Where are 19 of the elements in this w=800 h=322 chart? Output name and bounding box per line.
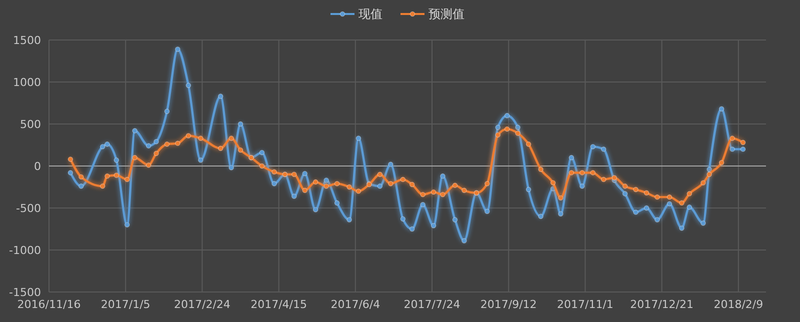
x-tick-label: 2017/4/15	[250, 298, 308, 311]
legend-label: 现值	[358, 7, 382, 21]
y-tick-label: 0	[34, 160, 41, 173]
y-tick-label: 1000	[13, 76, 41, 89]
y-tick-label: -1500	[9, 286, 41, 299]
x-tick-label: 2016/11/16	[17, 298, 81, 311]
x-tick-label: 2017/2/24	[174, 298, 230, 311]
y-tick-label: -500	[16, 202, 41, 215]
x-tick-label: 2017/11/1	[557, 298, 614, 311]
x-tick-label: 2017/9/12	[480, 298, 537, 311]
x-tick-label: 2017/12/21	[630, 298, 694, 311]
legend-label: 预测值	[428, 7, 464, 21]
y-tick-label: 500	[20, 118, 41, 131]
x-tick-label: 2018/2/9	[714, 298, 764, 311]
y-tick-label: -1000	[9, 244, 41, 257]
x-tick-label: 2017/6/4	[330, 298, 380, 311]
y-tick-label: 1500	[13, 34, 41, 47]
x-tick-label: 2017/1/5	[100, 298, 150, 311]
x-tick-label: 2017/7/24	[404, 298, 460, 311]
